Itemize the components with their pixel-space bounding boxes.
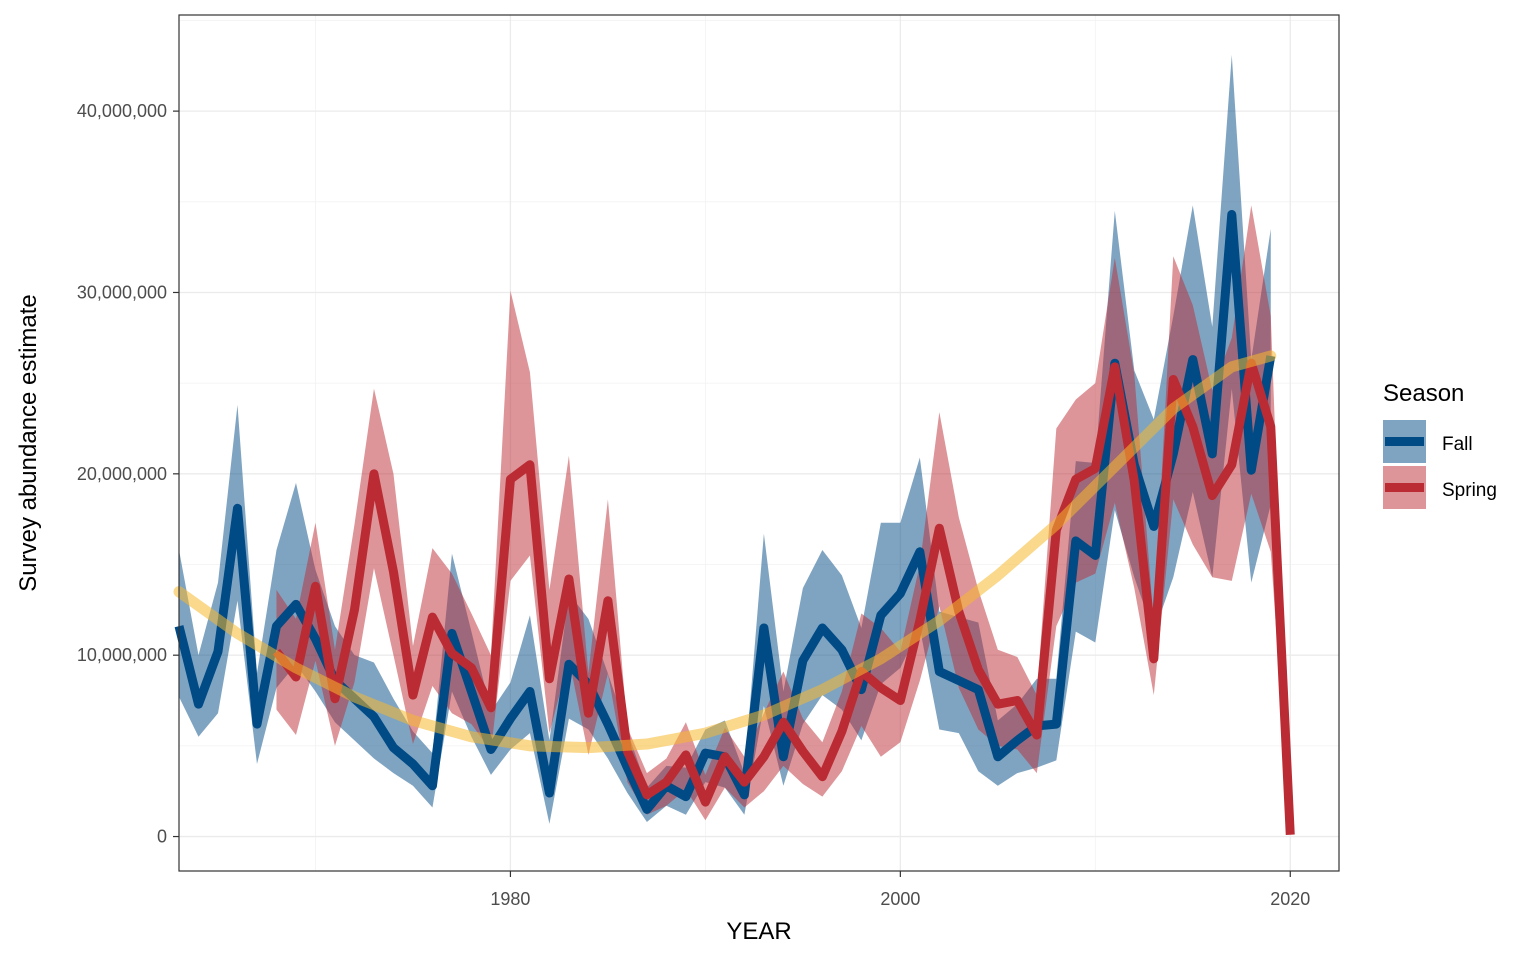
- x-tick-label: 2020: [1270, 889, 1310, 909]
- y-tick-label: 40,000,000: [77, 101, 167, 121]
- y-tick-label: 30,000,000: [77, 282, 167, 302]
- y-axis-title: Survey abundance estimate: [15, 294, 42, 592]
- x-axis-title: YEAR: [726, 918, 791, 945]
- legend-label-fall: Fall: [1442, 434, 1473, 455]
- spring-line: [272, 358, 1295, 835]
- x-tick-label: 2000: [880, 889, 920, 909]
- legend: Season Fall Spring: [1383, 380, 1497, 509]
- axis-ticks: 1980 2000 2020 0 10,000,000 20,000,000 30,000,…: [77, 101, 1310, 909]
- x-tick-label: 1980: [490, 889, 530, 909]
- y-tick-label: 10,000,000: [77, 645, 167, 665]
- legend-item-spring: Spring: [1383, 466, 1497, 509]
- legend-label-spring: Spring: [1442, 480, 1497, 501]
- legend-title: Season: [1383, 380, 1464, 407]
- y-tick-label: 20,000,000: [77, 464, 167, 484]
- series-lines: [173, 209, 1295, 835]
- plot-border: [178, 14, 1340, 872]
- y-tick-label: 0: [157, 827, 167, 847]
- legend-item-fall: Fall: [1383, 420, 1473, 463]
- trend-smooth-curve: [173, 350, 1277, 754]
